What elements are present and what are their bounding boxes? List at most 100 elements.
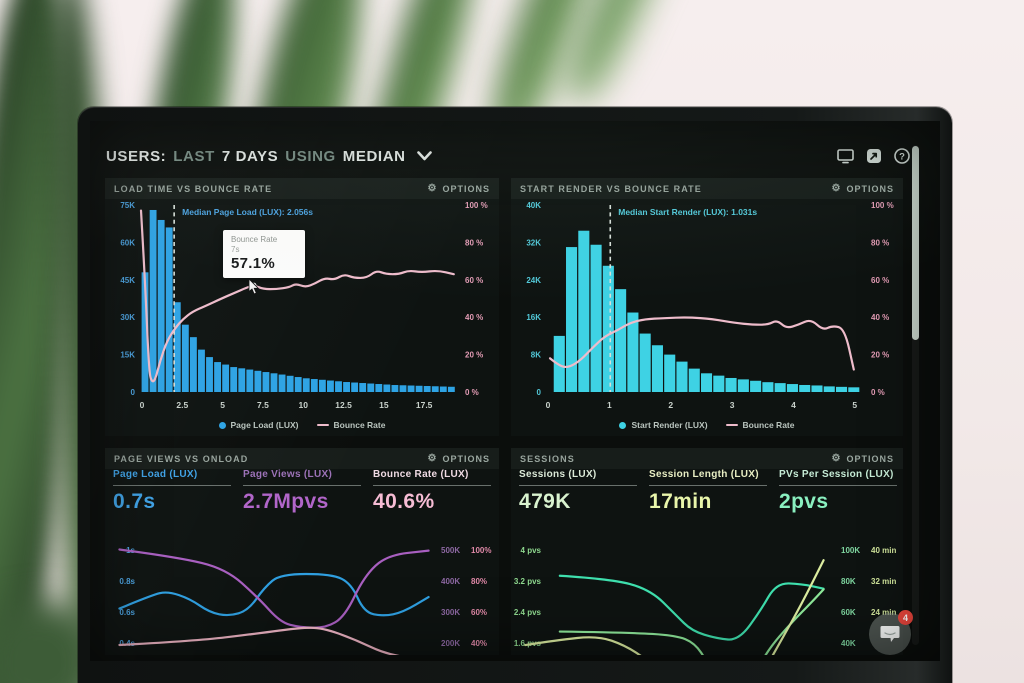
legend-line (316, 424, 329, 426)
svg-text:40 %: 40 % (871, 313, 889, 322)
tooltip-value: 57.1% (231, 255, 276, 272)
svg-text:75K: 75K (120, 201, 135, 210)
metric-label: PVs Per Session (LUX) (779, 469, 897, 486)
svg-text:0: 0 (131, 388, 136, 397)
tooltip-subtitle: 7s (231, 245, 240, 254)
options-button[interactable]: ⚙ OPTIONS (427, 452, 490, 464)
chart-legend: Page Load (LUX) Bounce Rate (105, 420, 499, 430)
svg-text:40K: 40K (841, 639, 856, 648)
svg-text:100 %: 100 % (465, 201, 488, 210)
svg-text:40 min: 40 min (871, 546, 896, 555)
svg-text:5: 5 (852, 400, 857, 410)
svg-text:100K: 100K (841, 546, 860, 555)
svg-text:2.5: 2.5 (176, 400, 188, 410)
panel-header: LOAD TIME VS BOUNCE RATE ⚙ OPTIONS (105, 178, 499, 199)
panel-header: PAGE VIEWS VS ONLOAD ⚙ OPTIONS (105, 448, 499, 469)
users-filter-dropdown[interactable]: USERS: LAST 7 DAYS USING MEDIAN (106, 148, 432, 165)
svg-text:10: 10 (298, 400, 308, 410)
panel-title: START RENDER VS BOUNCE RATE (520, 183, 702, 194)
help-icon[interactable]: ? (893, 148, 910, 165)
svg-text:7.5: 7.5 (257, 400, 269, 410)
legend-label: Page Load (LUX) (230, 420, 299, 430)
options-label: OPTIONS (846, 183, 894, 194)
svg-text:30K: 30K (120, 313, 135, 322)
svg-text:80 %: 80 % (871, 238, 889, 247)
chat-bubble-icon (880, 626, 900, 642)
svg-text:40%: 40% (471, 639, 487, 648)
filter-segment: USERS: (106, 147, 167, 165)
legend-label: Start Render (LUX) (631, 420, 708, 430)
panel-load-time-vs-bounce-rate: LOAD TIME VS BOUNCE RATE ⚙ OPTIONS 75K 60… (105, 178, 499, 436)
svg-text:16K: 16K (526, 313, 541, 322)
topbar-actions: ? (837, 148, 910, 165)
panel-sessions: SESSIONS ⚙ OPTIONS Sessions (LUX) 479K S… (511, 448, 903, 655)
svg-text:500K: 500K (441, 546, 460, 555)
share-icon[interactable] (865, 148, 882, 165)
svg-text:100 %: 100 % (871, 201, 894, 210)
metric-label: Bounce Rate (LUX) (373, 469, 491, 486)
metric-value: 0.7s (113, 490, 156, 513)
svg-text:0.6s: 0.6s (119, 608, 135, 617)
svg-text:32K: 32K (526, 238, 541, 247)
scrollbar-track[interactable] (912, 145, 919, 645)
display-icon[interactable] (837, 148, 854, 165)
chevron-down-icon (416, 151, 432, 161)
svg-text:4: 4 (791, 400, 796, 410)
metric-value: 40.6% (373, 490, 435, 513)
page-views-line-chart: 1s0.8s0.6s0.4s500K400K300K200K100%80%60%… (118, 546, 491, 655)
dashboard-screen: USERS: LAST 7 DAYS USING MEDIAN ? (90, 121, 940, 661)
svg-text:60 %: 60 % (465, 276, 483, 285)
svg-text:40K: 40K (526, 201, 541, 210)
load-time-histogram-chart: 75K 60K 45K 30K 15K 0 100 % 80 % 60 % 40 % 20 % 0 %… (120, 201, 488, 410)
metric-value: 2.7Mpvs (243, 490, 329, 513)
filter-segment: 7 DAYS (221, 147, 279, 165)
metric-page-views: Page Views (LUX) 2.7Mpvs (243, 469, 361, 514)
svg-text:5: 5 (220, 400, 225, 410)
options-button[interactable]: ⚙ OPTIONS (427, 182, 490, 194)
mouse-cursor-icon (248, 278, 260, 300)
gear-icon: ⚙ (427, 452, 438, 464)
metric-label: Page Load (LUX) (113, 469, 231, 486)
svg-text:45K: 45K (120, 276, 135, 285)
metric-bounce-rate: Bounce Rate (LUX) 40.6% (373, 469, 491, 514)
svg-text:0.8s: 0.8s (119, 577, 135, 586)
svg-text:24 min: 24 min (871, 608, 896, 617)
metric-label: Session Length (LUX) (649, 469, 767, 486)
svg-text:0: 0 (140, 400, 145, 410)
panel-title: LOAD TIME VS BOUNCE RATE (114, 183, 273, 194)
options-label: OPTIONS (442, 453, 490, 464)
svg-text:15: 15 (379, 400, 389, 410)
svg-text:32 min: 32 min (871, 577, 896, 586)
start-render-histogram-chart: 40K 32K 24K 16K 8K 0 100 % 80 % 60 % 40 % 20 % 0 % 0… (526, 201, 894, 410)
filter-segment: LAST (173, 147, 215, 165)
metric-value: 479K (519, 490, 571, 513)
svg-text:24K: 24K (526, 276, 541, 285)
svg-text:0 %: 0 % (871, 388, 885, 397)
svg-text:80%: 80% (471, 577, 487, 586)
svg-text:12.5: 12.5 (335, 400, 352, 410)
chat-launcher[interactable]: 4 (869, 610, 913, 655)
scrollbar[interactable] (912, 146, 919, 340)
options-button[interactable]: ⚙ OPTIONS (832, 453, 894, 464)
svg-text:Median Start Render (LUX): 1.0: Median Start Render (LUX): 1.031s (618, 207, 757, 217)
legend-dot (218, 421, 226, 429)
options-label: OPTIONS (846, 453, 894, 464)
legend-line (725, 424, 738, 426)
options-button[interactable]: ⚙ OPTIONS (831, 182, 894, 194)
laptop: USERS: LAST 7 DAYS USING MEDIAN ? (78, 107, 952, 683)
svg-text:20 %: 20 % (465, 351, 483, 360)
gear-icon: ⚙ (831, 182, 842, 194)
filter-segment: USING (285, 147, 336, 165)
metric-label: Page Views (LUX) (243, 469, 361, 486)
svg-text:400K: 400K (441, 577, 460, 586)
svg-text:1: 1 (607, 400, 612, 410)
panel-title: PAGE VIEWS VS ONLOAD (114, 453, 249, 464)
svg-text:Median Page Load (LUX): 2.056s: Median Page Load (LUX): 2.056s (182, 207, 313, 217)
gear-icon: ⚙ (427, 182, 438, 194)
svg-text:20 %: 20 % (871, 351, 889, 360)
svg-text:4 pvs: 4 pvs (521, 546, 542, 555)
svg-text:0: 0 (546, 400, 551, 410)
svg-text:3.2 pvs: 3.2 pvs (514, 577, 542, 586)
dashboard-topbar: USERS: LAST 7 DAYS USING MEDIAN ? (90, 139, 940, 173)
metric-sessions: Sessions (LUX) 479K (519, 469, 637, 514)
